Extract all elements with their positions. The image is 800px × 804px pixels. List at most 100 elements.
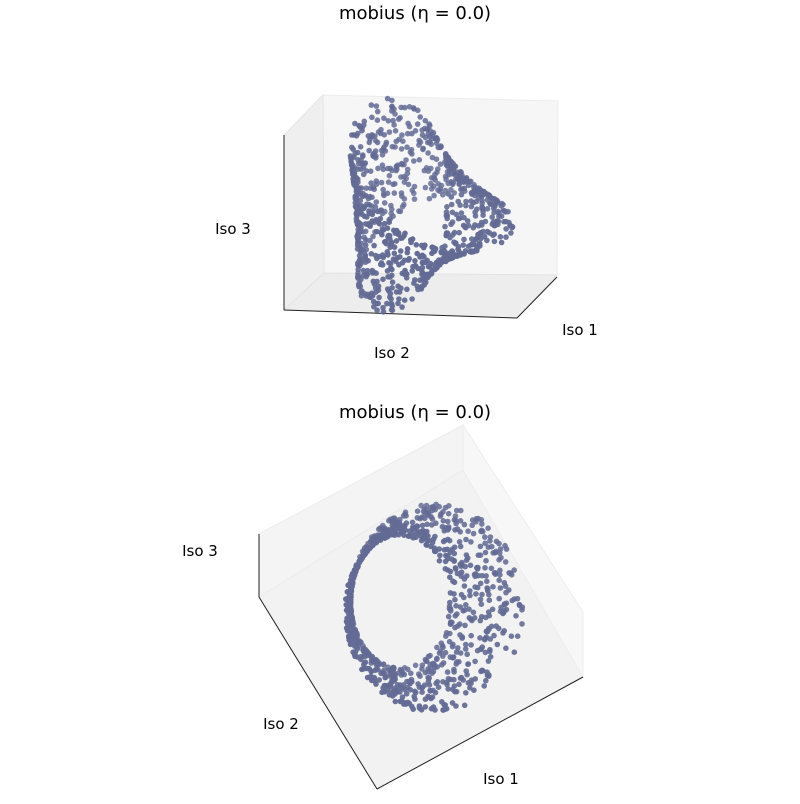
data-point bbox=[429, 670, 435, 676]
data-point bbox=[482, 549, 489, 556]
data-point bbox=[437, 552, 443, 559]
data-point bbox=[471, 687, 477, 693]
data-point bbox=[443, 161, 449, 168]
axis-line-iso1 bbox=[516, 276, 558, 319]
data-point bbox=[406, 104, 413, 110]
data-point bbox=[453, 688, 460, 695]
data-point bbox=[372, 204, 379, 210]
data-point bbox=[385, 234, 391, 240]
data-point bbox=[429, 522, 435, 528]
data-point bbox=[419, 666, 425, 672]
data-point bbox=[457, 518, 464, 524]
data-point bbox=[447, 630, 453, 637]
data-point bbox=[426, 682, 433, 688]
data-point bbox=[462, 646, 469, 652]
data-point bbox=[417, 254, 423, 260]
data-point bbox=[435, 684, 442, 690]
data-point bbox=[445, 510, 452, 517]
data-point bbox=[398, 104, 405, 111]
data-point bbox=[355, 272, 361, 279]
data-point bbox=[403, 157, 409, 163]
data-point bbox=[476, 240, 483, 247]
data-point bbox=[362, 242, 369, 248]
data-point bbox=[361, 118, 368, 125]
data-point bbox=[373, 103, 380, 109]
chart-title-2: mobius (η = 0.0) bbox=[339, 402, 491, 423]
data-point bbox=[374, 117, 381, 123]
data-point bbox=[363, 185, 370, 191]
data-point bbox=[474, 206, 480, 212]
data-point bbox=[477, 635, 483, 641]
data-point bbox=[468, 539, 474, 545]
data-point bbox=[457, 529, 464, 535]
data-point bbox=[500, 630, 506, 636]
data-point bbox=[499, 200, 505, 207]
data-point bbox=[494, 641, 501, 648]
data-point bbox=[396, 262, 402, 268]
data-point bbox=[344, 589, 351, 595]
data-point bbox=[379, 152, 386, 158]
data-point bbox=[401, 161, 407, 168]
data-point bbox=[462, 641, 469, 648]
data-point bbox=[391, 106, 397, 112]
data-point bbox=[471, 571, 478, 578]
data-point bbox=[432, 707, 438, 713]
data-point bbox=[406, 123, 413, 130]
data-point bbox=[368, 668, 375, 675]
data-point bbox=[506, 219, 512, 226]
data-point bbox=[456, 539, 463, 545]
data-point bbox=[482, 540, 488, 547]
data-point bbox=[467, 592, 473, 599]
data-point bbox=[391, 190, 398, 196]
data-point bbox=[371, 303, 377, 310]
data-point bbox=[391, 122, 397, 128]
data-point bbox=[352, 653, 358, 660]
data-point bbox=[441, 547, 448, 553]
data-point bbox=[484, 628, 491, 635]
data-point bbox=[456, 229, 463, 236]
data-point bbox=[377, 537, 384, 543]
data-point bbox=[435, 144, 442, 151]
data-point bbox=[453, 703, 459, 709]
data-point bbox=[511, 649, 518, 655]
data-point bbox=[368, 180, 374, 186]
data-point bbox=[474, 565, 480, 571]
data-point bbox=[398, 235, 404, 241]
data-point bbox=[437, 513, 444, 519]
data-point bbox=[381, 200, 388, 206]
data-point bbox=[343, 607, 350, 614]
data-point bbox=[364, 201, 370, 207]
data-point bbox=[472, 222, 478, 228]
scatter-series-1 bbox=[347, 95, 516, 315]
data-point bbox=[442, 566, 449, 572]
data-point bbox=[367, 237, 373, 244]
data-point bbox=[409, 151, 415, 157]
data-point bbox=[458, 591, 465, 598]
data-point bbox=[425, 168, 432, 174]
data-point bbox=[485, 658, 492, 664]
data-point bbox=[394, 166, 400, 173]
data-point bbox=[379, 689, 385, 696]
pane-left bbox=[283, 93, 325, 312]
data-point bbox=[384, 95, 391, 102]
data-point bbox=[496, 557, 502, 563]
data-point bbox=[479, 572, 485, 579]
data-point bbox=[400, 138, 406, 144]
data-point bbox=[404, 166, 411, 173]
data-point bbox=[382, 208, 388, 215]
data-point bbox=[442, 558, 449, 565]
data-point bbox=[432, 177, 439, 183]
data-point bbox=[472, 676, 479, 682]
data-point bbox=[392, 144, 398, 150]
data-point bbox=[355, 179, 361, 185]
data-point bbox=[466, 615, 473, 621]
data-point bbox=[443, 552, 449, 559]
data-point bbox=[462, 248, 469, 254]
data-point bbox=[343, 625, 350, 631]
data-point bbox=[471, 615, 478, 621]
data-point bbox=[485, 525, 491, 531]
data-point bbox=[463, 602, 469, 608]
data-point bbox=[445, 613, 452, 620]
data-point bbox=[423, 542, 430, 548]
